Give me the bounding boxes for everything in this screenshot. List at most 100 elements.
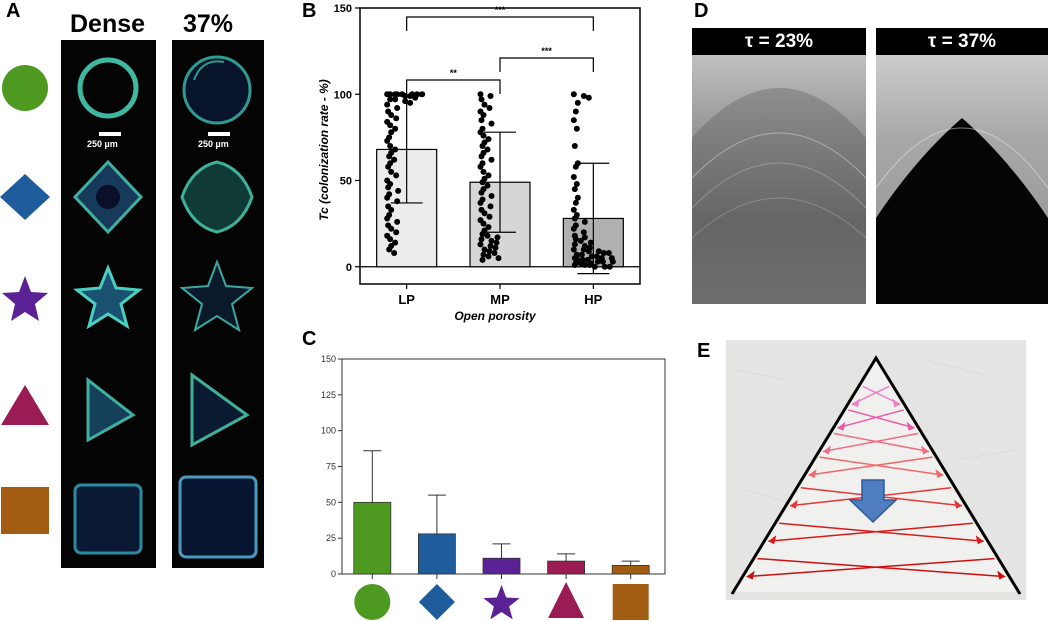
arrow-head <box>921 445 930 455</box>
growth-arrow <box>768 522 973 542</box>
data-point <box>485 136 492 143</box>
porous-square-sample <box>178 475 258 559</box>
data-point <box>485 253 492 260</box>
tau-37-texture <box>875 118 1049 304</box>
data-point <box>384 194 391 201</box>
data-point <box>585 248 592 255</box>
bar-circle <box>353 501 392 575</box>
data-point <box>600 249 607 256</box>
y-tick-label: 50 <box>326 497 336 507</box>
x-tick-label: HP <box>584 292 602 307</box>
data-point <box>402 98 409 105</box>
data-point <box>581 262 588 269</box>
growth-arrow <box>808 456 933 476</box>
data-point <box>478 236 485 243</box>
dense-micrographs <box>72 57 144 555</box>
data-point <box>387 143 394 149</box>
growth-arrow <box>848 409 915 429</box>
shape-legend <box>0 65 50 534</box>
data-point <box>480 111 487 118</box>
data-point <box>480 132 487 139</box>
significance-label: ** <box>450 68 458 78</box>
y-tick-label: 0 <box>331 569 336 579</box>
scale-bar-label: 250 µm <box>87 139 118 149</box>
y-tick-label: 150 <box>334 3 352 15</box>
data-point <box>571 262 578 269</box>
data-point <box>386 153 393 160</box>
data-point <box>572 199 579 206</box>
data-point <box>609 258 616 265</box>
data-point <box>394 105 401 112</box>
y-tick-label: 0 <box>346 262 352 274</box>
data-point <box>488 237 495 244</box>
panel-label-c: C <box>302 328 317 350</box>
data-point <box>571 186 578 193</box>
data-point <box>591 263 598 270</box>
y-tick-label: 125 <box>321 390 336 400</box>
panel-label-e: E <box>697 340 711 362</box>
arrow-head <box>975 535 984 545</box>
growth-arrow <box>833 432 930 453</box>
porous-micrograph-column: 250 µm <box>172 40 264 568</box>
data-point <box>385 163 392 170</box>
data-point <box>570 225 577 232</box>
scale-bar-porous <box>208 132 230 136</box>
growth-arrow <box>757 557 1006 578</box>
data-point <box>387 91 394 98</box>
scale-bar <box>99 132 121 136</box>
data-point <box>485 224 492 231</box>
arrow-head <box>892 398 901 408</box>
data-point <box>571 143 578 149</box>
data-point <box>386 246 393 253</box>
data-point <box>574 99 581 106</box>
data-point <box>412 94 419 101</box>
data-point <box>480 220 487 227</box>
data-point <box>393 229 400 236</box>
arrow-head <box>851 398 860 408</box>
data-point <box>484 182 491 189</box>
circle-category-icon <box>354 584 391 620</box>
data-point <box>477 241 484 248</box>
dense-micrograph-column: 250 µm <box>61 40 156 568</box>
data-point <box>572 108 579 115</box>
data-point <box>487 243 494 250</box>
arrow-head <box>746 570 755 580</box>
data-point <box>388 129 395 136</box>
y-tick-label: 100 <box>321 426 336 436</box>
data-point <box>578 251 585 258</box>
data-point <box>571 241 578 248</box>
data-point <box>391 156 398 163</box>
tissue-growth-arrows <box>746 385 1006 580</box>
data-point <box>419 91 426 98</box>
data-point <box>486 105 493 112</box>
data-point <box>481 246 488 253</box>
micrograph-tau-37: τ = 37% <box>875 28 1049 304</box>
data-point <box>385 184 392 191</box>
bar-star <box>482 557 521 575</box>
arrow-head <box>837 421 846 431</box>
data-point <box>606 263 613 270</box>
arrow-head <box>906 421 915 431</box>
star-shape-icon <box>2 276 48 321</box>
y-tick-label: 150 <box>321 354 336 364</box>
data-point <box>580 92 587 99</box>
data-point <box>478 189 485 196</box>
y-axis-label: Tc (colonization rate - %) <box>317 79 331 221</box>
micrograph-tau-23: τ = 23% <box>691 28 867 304</box>
arrow-head <box>789 499 798 509</box>
data-point <box>402 92 409 99</box>
x-axis-label: Open porosity <box>454 309 537 323</box>
significance-label: *** <box>541 46 552 56</box>
column-header-dense: Dense <box>70 10 146 38</box>
data-point <box>480 168 487 175</box>
data-point <box>392 91 399 98</box>
tau-23-texture <box>691 88 867 304</box>
dense-circle-sample <box>77 57 139 119</box>
significance-bracket <box>499 57 594 72</box>
data-point <box>479 256 486 263</box>
arrow-head <box>808 469 817 479</box>
data-point <box>580 229 587 236</box>
data-point <box>387 96 394 103</box>
data-point <box>571 215 578 222</box>
